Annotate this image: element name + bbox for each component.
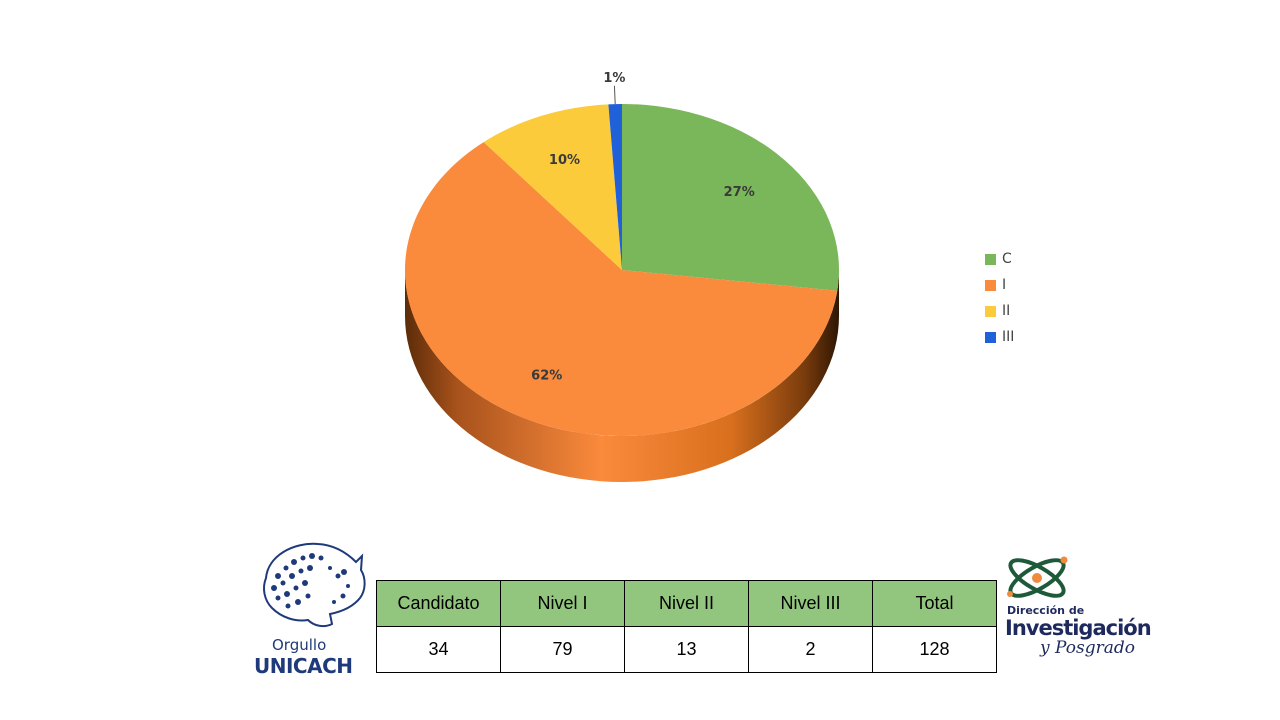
table-header-cell: Nivel III: [748, 580, 873, 627]
logo-direccion-text: Dirección de: [1007, 604, 1085, 617]
pie-slice-i: [405, 142, 838, 437]
logo-posgrado-text: y Posgrado: [1040, 638, 1135, 658]
pie-slice-iii: [608, 104, 622, 270]
table-cell: 34: [376, 626, 501, 673]
pie-label-c: 27%: [724, 185, 755, 200]
pie-slice-ii: [483, 104, 622, 270]
legend-label-c: C: [1002, 251, 1012, 267]
pie-side: [405, 270, 839, 482]
pie-slice-c: [622, 104, 839, 291]
legend-swatch-i: [985, 279, 996, 291]
legend-swatch-ii: [985, 305, 996, 317]
table-row: 34 79 13 2 128: [376, 626, 997, 673]
legend-item-i: I: [985, 272, 1014, 298]
table-header-cell: Candidato: [376, 580, 501, 627]
legend-swatch-iii: [985, 331, 996, 343]
logo-unicach-text: UNICACH: [254, 654, 353, 678]
table-header-row: Candidato Nivel I Nivel II Nivel III Tot…: [376, 580, 997, 627]
pie-label-iii: 1%: [603, 71, 625, 86]
logo-orgullo-text: Orgullo: [272, 636, 327, 654]
data-table: Candidato Nivel I Nivel II Nivel III Tot…: [376, 580, 997, 673]
pie-labels: 27% 62% 10% 1%: [531, 71, 755, 384]
pie-label-i: 62%: [531, 369, 562, 384]
table-cell: 128: [872, 626, 997, 673]
table-header-cell: Total: [872, 580, 997, 627]
pie-label-ii: 10%: [549, 153, 580, 168]
pie-side-wall: [405, 270, 839, 482]
atom-logo-icon: [1007, 556, 1068, 598]
legend-label-i: I: [1002, 277, 1007, 293]
legend-label-iii: III: [1002, 329, 1015, 345]
table-header-cell: Nivel I: [500, 580, 625, 627]
pie-slices: [405, 104, 839, 437]
table-cell: 13: [624, 626, 749, 673]
legend-item-iii: III: [985, 324, 1014, 350]
legend-label-ii: II: [1002, 303, 1011, 319]
legend-item-ii: II: [985, 298, 1014, 324]
table-cell: 79: [500, 626, 625, 673]
legend-swatch-c: [985, 253, 996, 265]
pie-chart: 27% 62% 10% 1%: [405, 71, 839, 482]
table-header-cell: Nivel II: [624, 580, 749, 627]
chart-legend: C I II III: [985, 246, 1014, 350]
pie-leader-iii: [613, 85, 616, 105]
jaguar-logo-icon: [263, 542, 366, 628]
legend-item-c: C: [985, 246, 1014, 272]
table-cell: 2: [748, 626, 873, 673]
logo-investigacion-text: Investigación: [1005, 616, 1152, 640]
